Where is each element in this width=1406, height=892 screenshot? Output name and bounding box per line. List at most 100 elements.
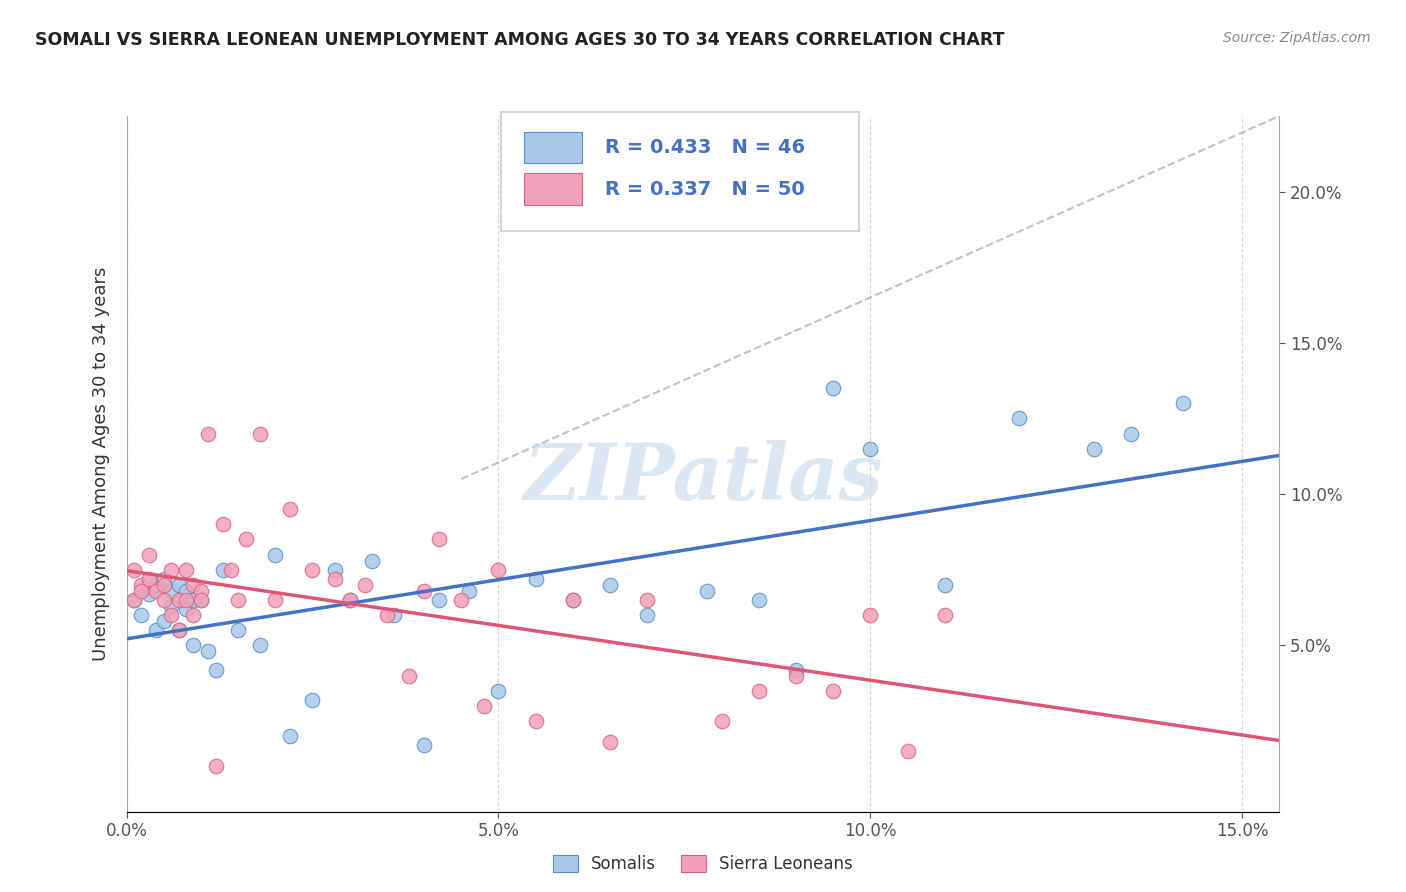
- Point: [823, 683, 845, 698]
- Point: [375, 608, 398, 623]
- Point: [174, 583, 197, 598]
- Point: [212, 517, 235, 532]
- Point: [353, 578, 375, 592]
- Text: R = 0.337   N = 50: R = 0.337 N = 50: [605, 179, 804, 199]
- Point: [122, 563, 145, 577]
- Point: [160, 583, 183, 598]
- Point: [138, 548, 160, 562]
- Point: [152, 593, 174, 607]
- Point: [160, 599, 183, 613]
- Point: [160, 563, 183, 577]
- Point: [174, 593, 197, 607]
- Point: [748, 593, 770, 607]
- Point: [323, 563, 346, 577]
- Point: [301, 563, 323, 577]
- Point: [488, 563, 510, 577]
- Point: [859, 442, 882, 456]
- Point: [167, 578, 190, 592]
- FancyBboxPatch shape: [524, 132, 582, 163]
- Point: [450, 593, 472, 607]
- Point: [1119, 426, 1142, 441]
- Point: [183, 608, 205, 623]
- Point: [226, 593, 249, 607]
- Point: [524, 572, 547, 586]
- Text: SOMALI VS SIERRA LEONEAN UNEMPLOYMENT AMONG AGES 30 TO 34 YEARS CORRELATION CHAR: SOMALI VS SIERRA LEONEAN UNEMPLOYMENT AM…: [35, 31, 1005, 49]
- Point: [339, 593, 361, 607]
- Point: [859, 608, 882, 623]
- Point: [488, 683, 510, 698]
- Text: R = 0.433   N = 46: R = 0.433 N = 46: [605, 137, 806, 157]
- Point: [427, 593, 450, 607]
- Point: [264, 593, 287, 607]
- Point: [636, 593, 658, 607]
- Point: [398, 668, 420, 682]
- Point: [934, 578, 956, 592]
- Point: [122, 593, 145, 607]
- Point: [785, 663, 807, 677]
- Point: [219, 563, 242, 577]
- Point: [174, 602, 197, 616]
- Point: [190, 583, 212, 598]
- Point: [599, 578, 621, 592]
- Point: [1008, 411, 1031, 425]
- Point: [190, 593, 212, 607]
- Point: [190, 593, 212, 607]
- Point: [1083, 442, 1105, 456]
- Point: [235, 533, 257, 547]
- Legend: Somalis, Sierra Leoneans: Somalis, Sierra Leoneans: [546, 848, 860, 880]
- Point: [278, 729, 301, 743]
- Point: [1171, 396, 1194, 410]
- Point: [599, 735, 621, 749]
- Point: [131, 578, 153, 592]
- FancyBboxPatch shape: [501, 112, 859, 231]
- Point: [748, 683, 770, 698]
- Text: Source: ZipAtlas.com: Source: ZipAtlas.com: [1223, 31, 1371, 45]
- Point: [457, 583, 479, 598]
- Point: [934, 608, 956, 623]
- Point: [226, 624, 249, 638]
- Point: [152, 572, 174, 586]
- Point: [823, 381, 845, 395]
- Text: ZIPatlas: ZIPatlas: [523, 440, 883, 516]
- FancyBboxPatch shape: [524, 173, 582, 204]
- Point: [167, 624, 190, 638]
- Point: [264, 548, 287, 562]
- Point: [472, 698, 495, 713]
- Point: [204, 663, 226, 677]
- Y-axis label: Unemployment Among Ages 30 to 34 years: Unemployment Among Ages 30 to 34 years: [91, 267, 110, 661]
- Point: [183, 578, 205, 592]
- Point: [249, 638, 271, 652]
- Point: [413, 738, 436, 752]
- Point: [212, 563, 235, 577]
- Point: [197, 644, 219, 658]
- Point: [785, 668, 807, 682]
- Point: [167, 624, 190, 638]
- Point: [183, 638, 205, 652]
- Point: [204, 759, 226, 773]
- Point: [145, 578, 167, 592]
- Point: [561, 593, 583, 607]
- Point: [174, 563, 197, 577]
- Point: [339, 593, 361, 607]
- Point: [361, 554, 384, 568]
- Point: [427, 533, 450, 547]
- Point: [145, 624, 167, 638]
- Point: [138, 572, 160, 586]
- Point: [278, 502, 301, 516]
- Point: [131, 583, 153, 598]
- Point: [323, 572, 346, 586]
- Point: [183, 593, 205, 607]
- Point: [152, 614, 174, 628]
- Point: [896, 744, 918, 758]
- Point: [561, 593, 583, 607]
- Point: [696, 583, 718, 598]
- Point: [382, 608, 405, 623]
- Point: [138, 587, 160, 601]
- Point: [249, 426, 271, 441]
- Point: [197, 426, 219, 441]
- Point: [122, 593, 145, 607]
- Point: [152, 578, 174, 592]
- Point: [160, 608, 183, 623]
- Point: [413, 583, 436, 598]
- Point: [145, 583, 167, 598]
